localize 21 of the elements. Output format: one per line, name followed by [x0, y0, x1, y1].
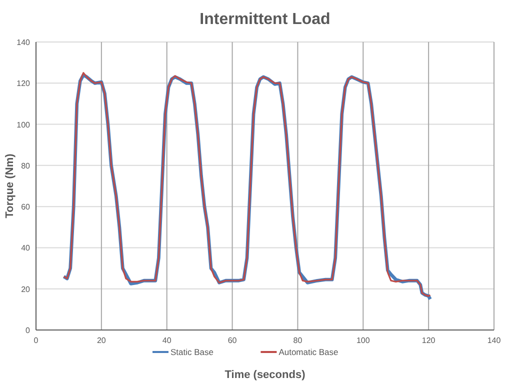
x-tick-label: 40 [162, 336, 172, 345]
x-tick-label: 100 [356, 336, 370, 345]
legend-label: Static Base [170, 347, 214, 357]
x-tick-label: 140 [487, 336, 502, 345]
x-tick-label: 0 [34, 336, 39, 345]
chart-title: Intermittent Load [200, 11, 330, 28]
y-tick-label: 100 [16, 120, 31, 130]
y-tick-label: 60 [21, 202, 31, 212]
x-tick-label: 120 [422, 336, 436, 345]
y-tick-label: 140 [16, 38, 31, 47]
x-axis-title: Time (seconds) [224, 369, 306, 381]
y-tick-label: 40 [21, 244, 31, 253]
y-tick-label: 0 [26, 326, 31, 335]
y-axis-title: Torque (Nm) [4, 153, 16, 218]
x-tick-label: 60 [228, 336, 238, 345]
legend-label: Automatic Base [278, 347, 338, 357]
y-tick-label: 120 [16, 79, 31, 88]
x-tick-label: 80 [293, 336, 303, 345]
x-tick-label: 20 [96, 336, 106, 345]
y-tick-label: 20 [21, 284, 31, 294]
y-tick-label: 80 [21, 161, 31, 170]
